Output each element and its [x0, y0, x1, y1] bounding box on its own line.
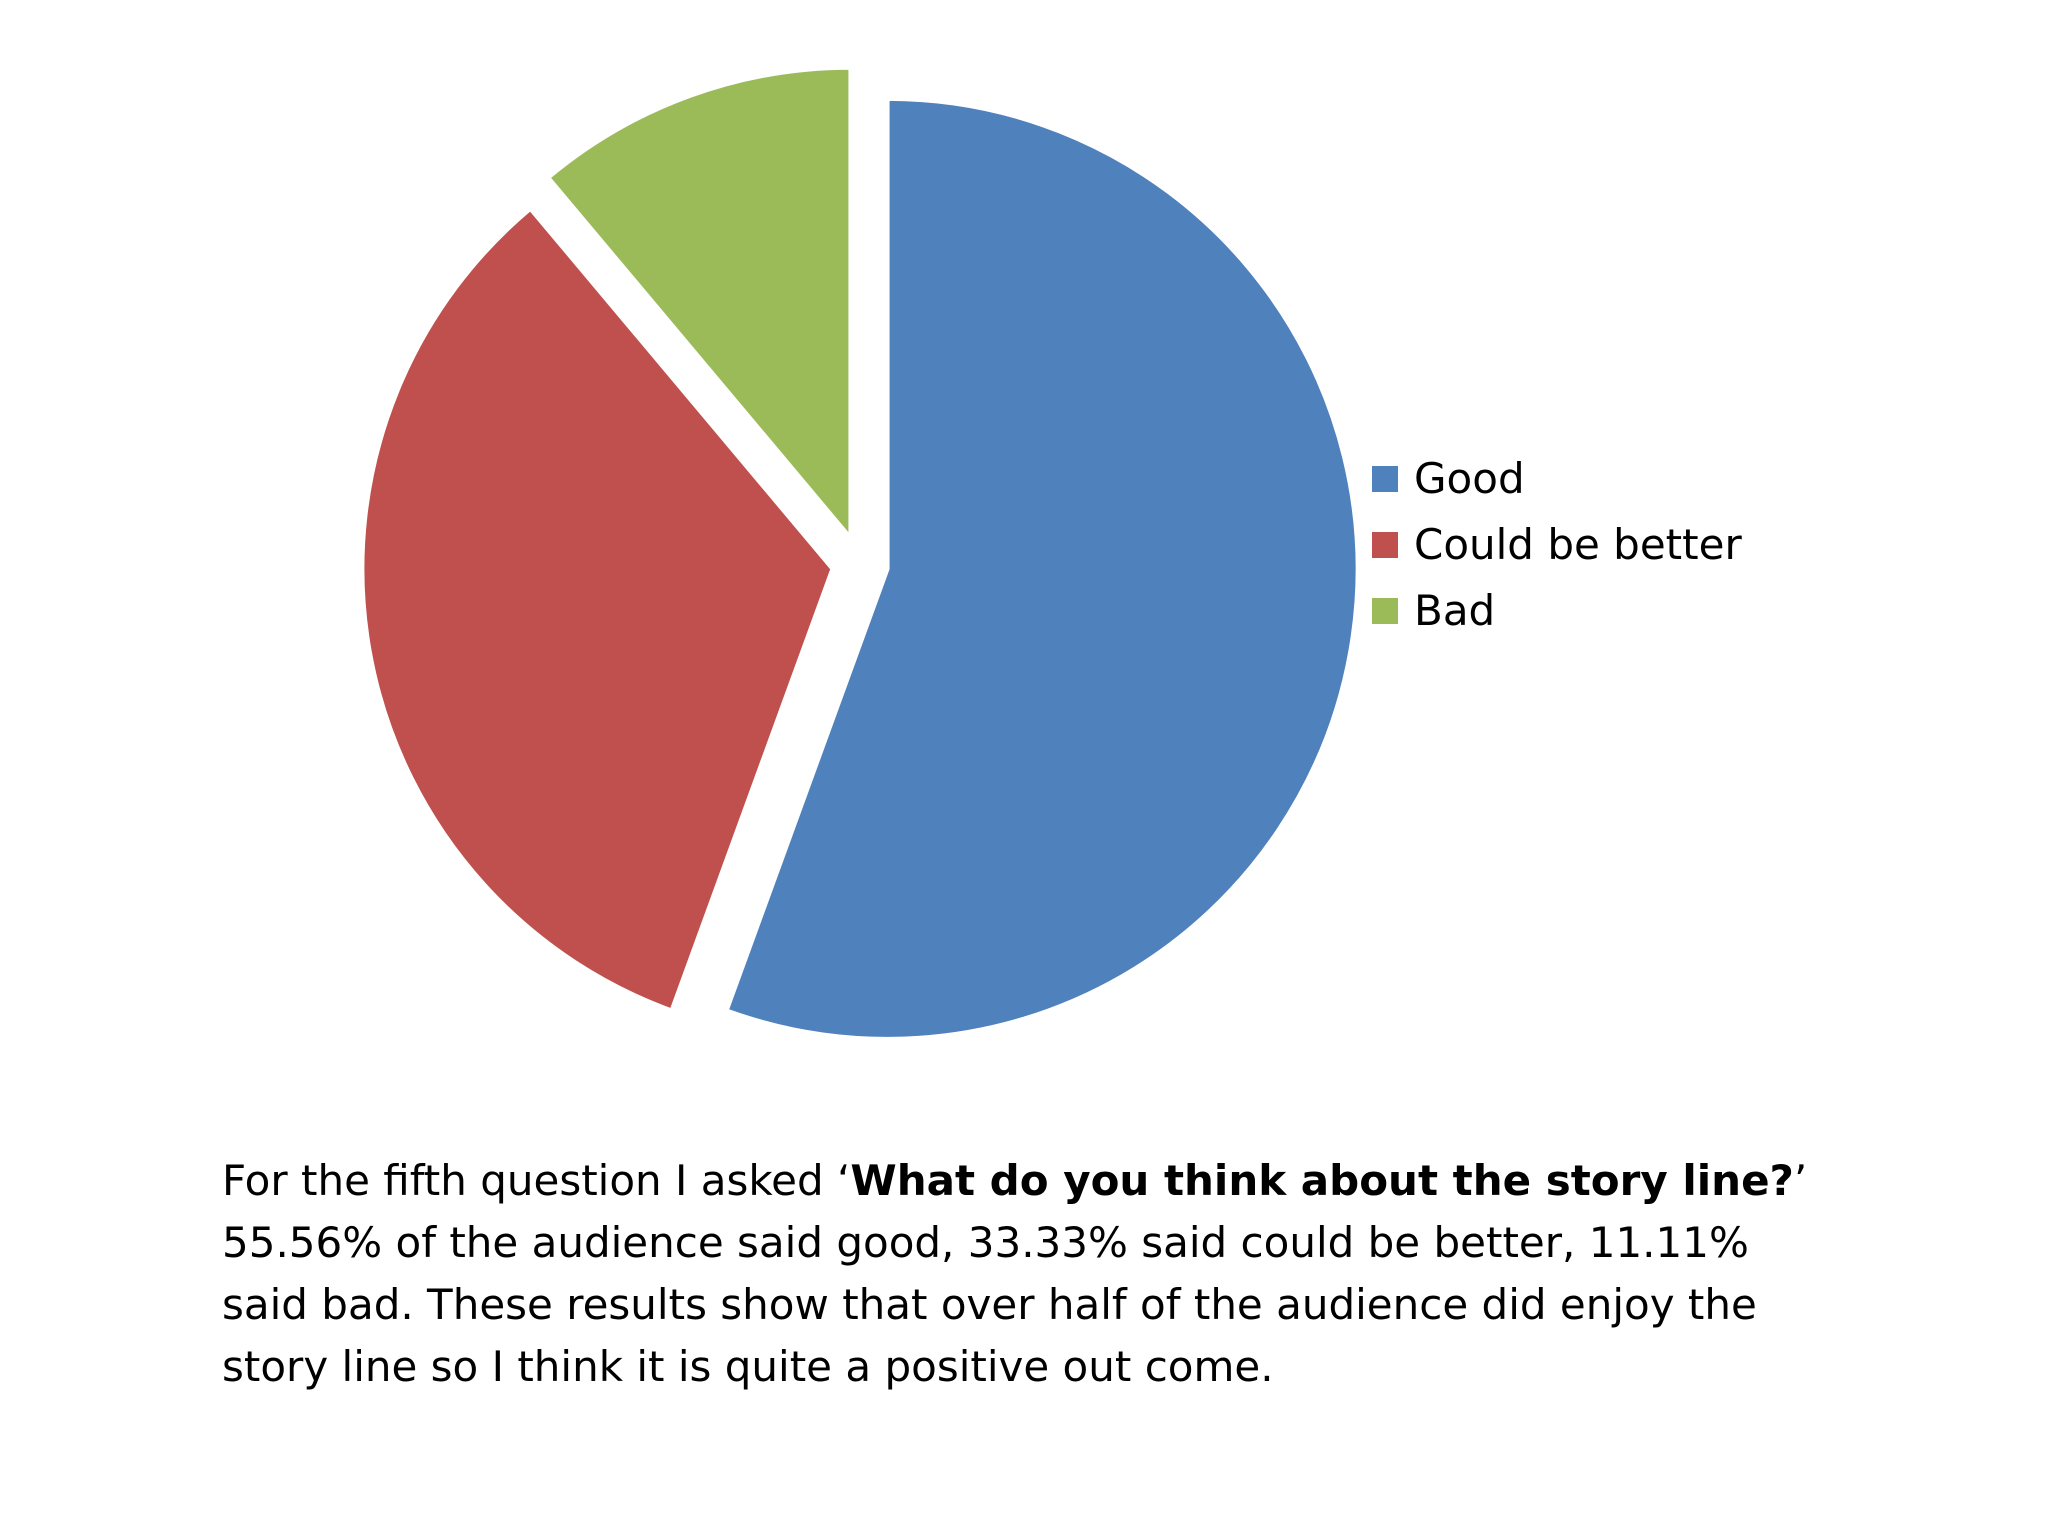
legend-swatch-good: [1372, 466, 1398, 492]
legend-item-good: Good: [1372, 446, 1742, 512]
chart-legend: Good Could be better Bad: [1372, 446, 1742, 644]
pie-slice-could-be-better: [360, 205, 835, 1014]
caption-prefix: For the fifth question I asked ‘: [222, 1156, 851, 1205]
caption-text: For the fifth question I asked ‘What do …: [222, 1150, 1822, 1398]
caption-question: What do you think about the story line?: [850, 1156, 1794, 1205]
legend-swatch-could-be-better: [1372, 532, 1398, 558]
pie-chart: [360, 65, 1360, 1041]
pie-slice-bad: [545, 65, 853, 544]
caption-body: 55.56% of the audience said good, 33.33%…: [222, 1218, 1757, 1391]
legend-label-good: Good: [1414, 454, 1525, 503]
pie-slice-good: [724, 96, 1360, 1041]
legend-item-could-be-better: Could be better: [1372, 512, 1742, 578]
legend-label-could-be-better: Could be better: [1414, 520, 1742, 569]
caption-suffix: ’: [1793, 1156, 1808, 1205]
legend-swatch-bad: [1372, 598, 1398, 624]
legend-label-bad: Bad: [1414, 586, 1496, 635]
legend-item-bad: Bad: [1372, 578, 1742, 644]
